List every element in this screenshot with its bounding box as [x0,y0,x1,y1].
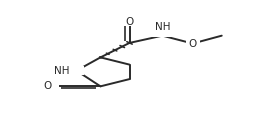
FancyBboxPatch shape [44,82,59,90]
FancyBboxPatch shape [122,19,137,26]
Text: O: O [125,17,134,27]
Text: NH: NH [155,22,170,32]
FancyBboxPatch shape [186,40,200,47]
Text: NH: NH [54,66,69,76]
Text: O: O [43,81,52,91]
FancyBboxPatch shape [150,27,174,37]
Text: O: O [188,39,197,49]
FancyBboxPatch shape [55,66,84,75]
